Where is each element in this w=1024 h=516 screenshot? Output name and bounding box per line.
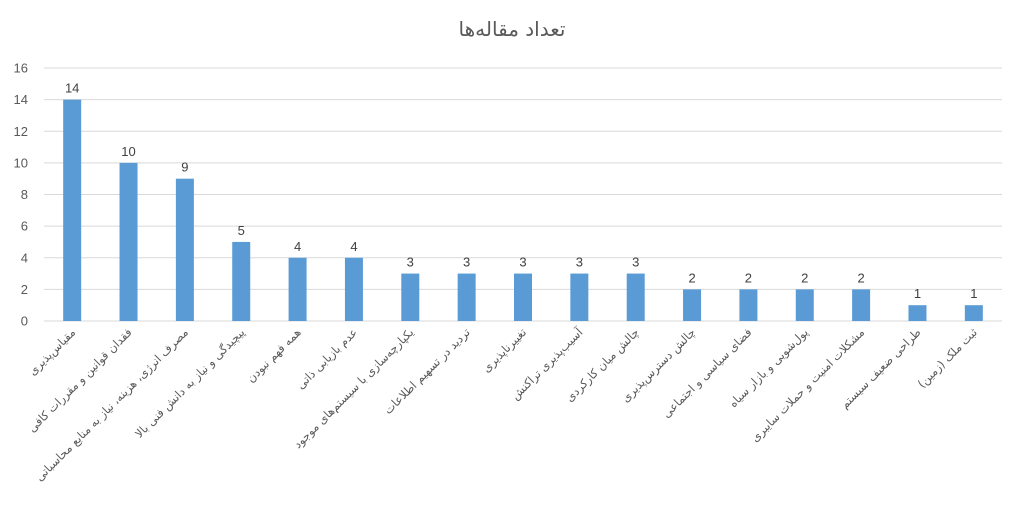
bar: [570, 273, 589, 321]
data-label: 9: [181, 160, 188, 175]
y-tick-label: 2: [21, 282, 28, 297]
y-tick-label: 0: [21, 314, 28, 329]
x-tick-label: فقدان قوانین و مقررات کافی: [25, 325, 135, 435]
y-tick-label: 16: [14, 61, 28, 76]
bar: [457, 273, 476, 321]
x-tick-label: همه فهم نبودن: [244, 325, 305, 386]
data-label: 1: [970, 286, 977, 301]
data-label: 14: [65, 81, 79, 96]
bar: [795, 289, 814, 321]
data-label: 1: [914, 286, 921, 301]
x-tick-label: مشکلات امنیت و حملات سایبری: [748, 325, 868, 445]
y-tick-label: 10: [14, 155, 28, 170]
data-label: 3: [407, 255, 414, 270]
x-tick-label: مقیاس‌پذیری: [25, 325, 79, 379]
x-tick-label: ثبت ملک (زمین): [915, 325, 981, 391]
bar: [175, 178, 194, 321]
bar: [683, 289, 702, 321]
bar: [63, 99, 82, 321]
x-tick-label: تغییرناپذیری: [479, 325, 530, 376]
data-label: 4: [294, 239, 301, 254]
data-labels: 14 10 9 5 4 4 3 3 3 3 3 2 2 2 2 1 1: [65, 81, 977, 302]
data-label: 2: [858, 270, 865, 285]
y-axis-ticks: 0 2 4 6 8 10 12 14 16: [14, 61, 28, 329]
bar: [626, 273, 645, 321]
y-tick-label: 6: [21, 219, 28, 234]
y-tick-label: 4: [21, 250, 28, 265]
bar: [964, 305, 983, 321]
bar: [908, 305, 927, 321]
bar: [514, 273, 532, 321]
bar: [401, 273, 420, 321]
bar: [232, 241, 251, 321]
gridlines: [44, 67, 1002, 322]
bar: [852, 289, 871, 321]
data-label: 5: [238, 223, 245, 238]
bars: [63, 99, 983, 321]
data-label: 4: [350, 239, 357, 254]
data-label: 3: [632, 255, 639, 270]
data-label: 3: [463, 255, 470, 270]
data-label: 2: [745, 270, 752, 285]
data-label: 3: [519, 255, 526, 270]
bar: [344, 257, 363, 321]
data-label: 3: [576, 255, 583, 270]
y-tick-label: 14: [14, 92, 28, 107]
data-label: 2: [688, 270, 695, 285]
data-label: 2: [801, 270, 808, 285]
bar: [119, 162, 138, 321]
bar: [739, 289, 758, 321]
bar: [288, 257, 307, 321]
y-tick-label: 8: [21, 187, 28, 202]
y-tick-label: 12: [14, 124, 28, 139]
chart-title: تعداد مقاله‌ها: [459, 17, 566, 41]
x-tick-label: پیچیدگی و نیاز به دانش فنی بالا: [132, 325, 248, 441]
data-label: 10: [121, 144, 135, 159]
x-tick-label: یکپارچه‌سازی با سیستم‌های موجود: [291, 325, 418, 452]
